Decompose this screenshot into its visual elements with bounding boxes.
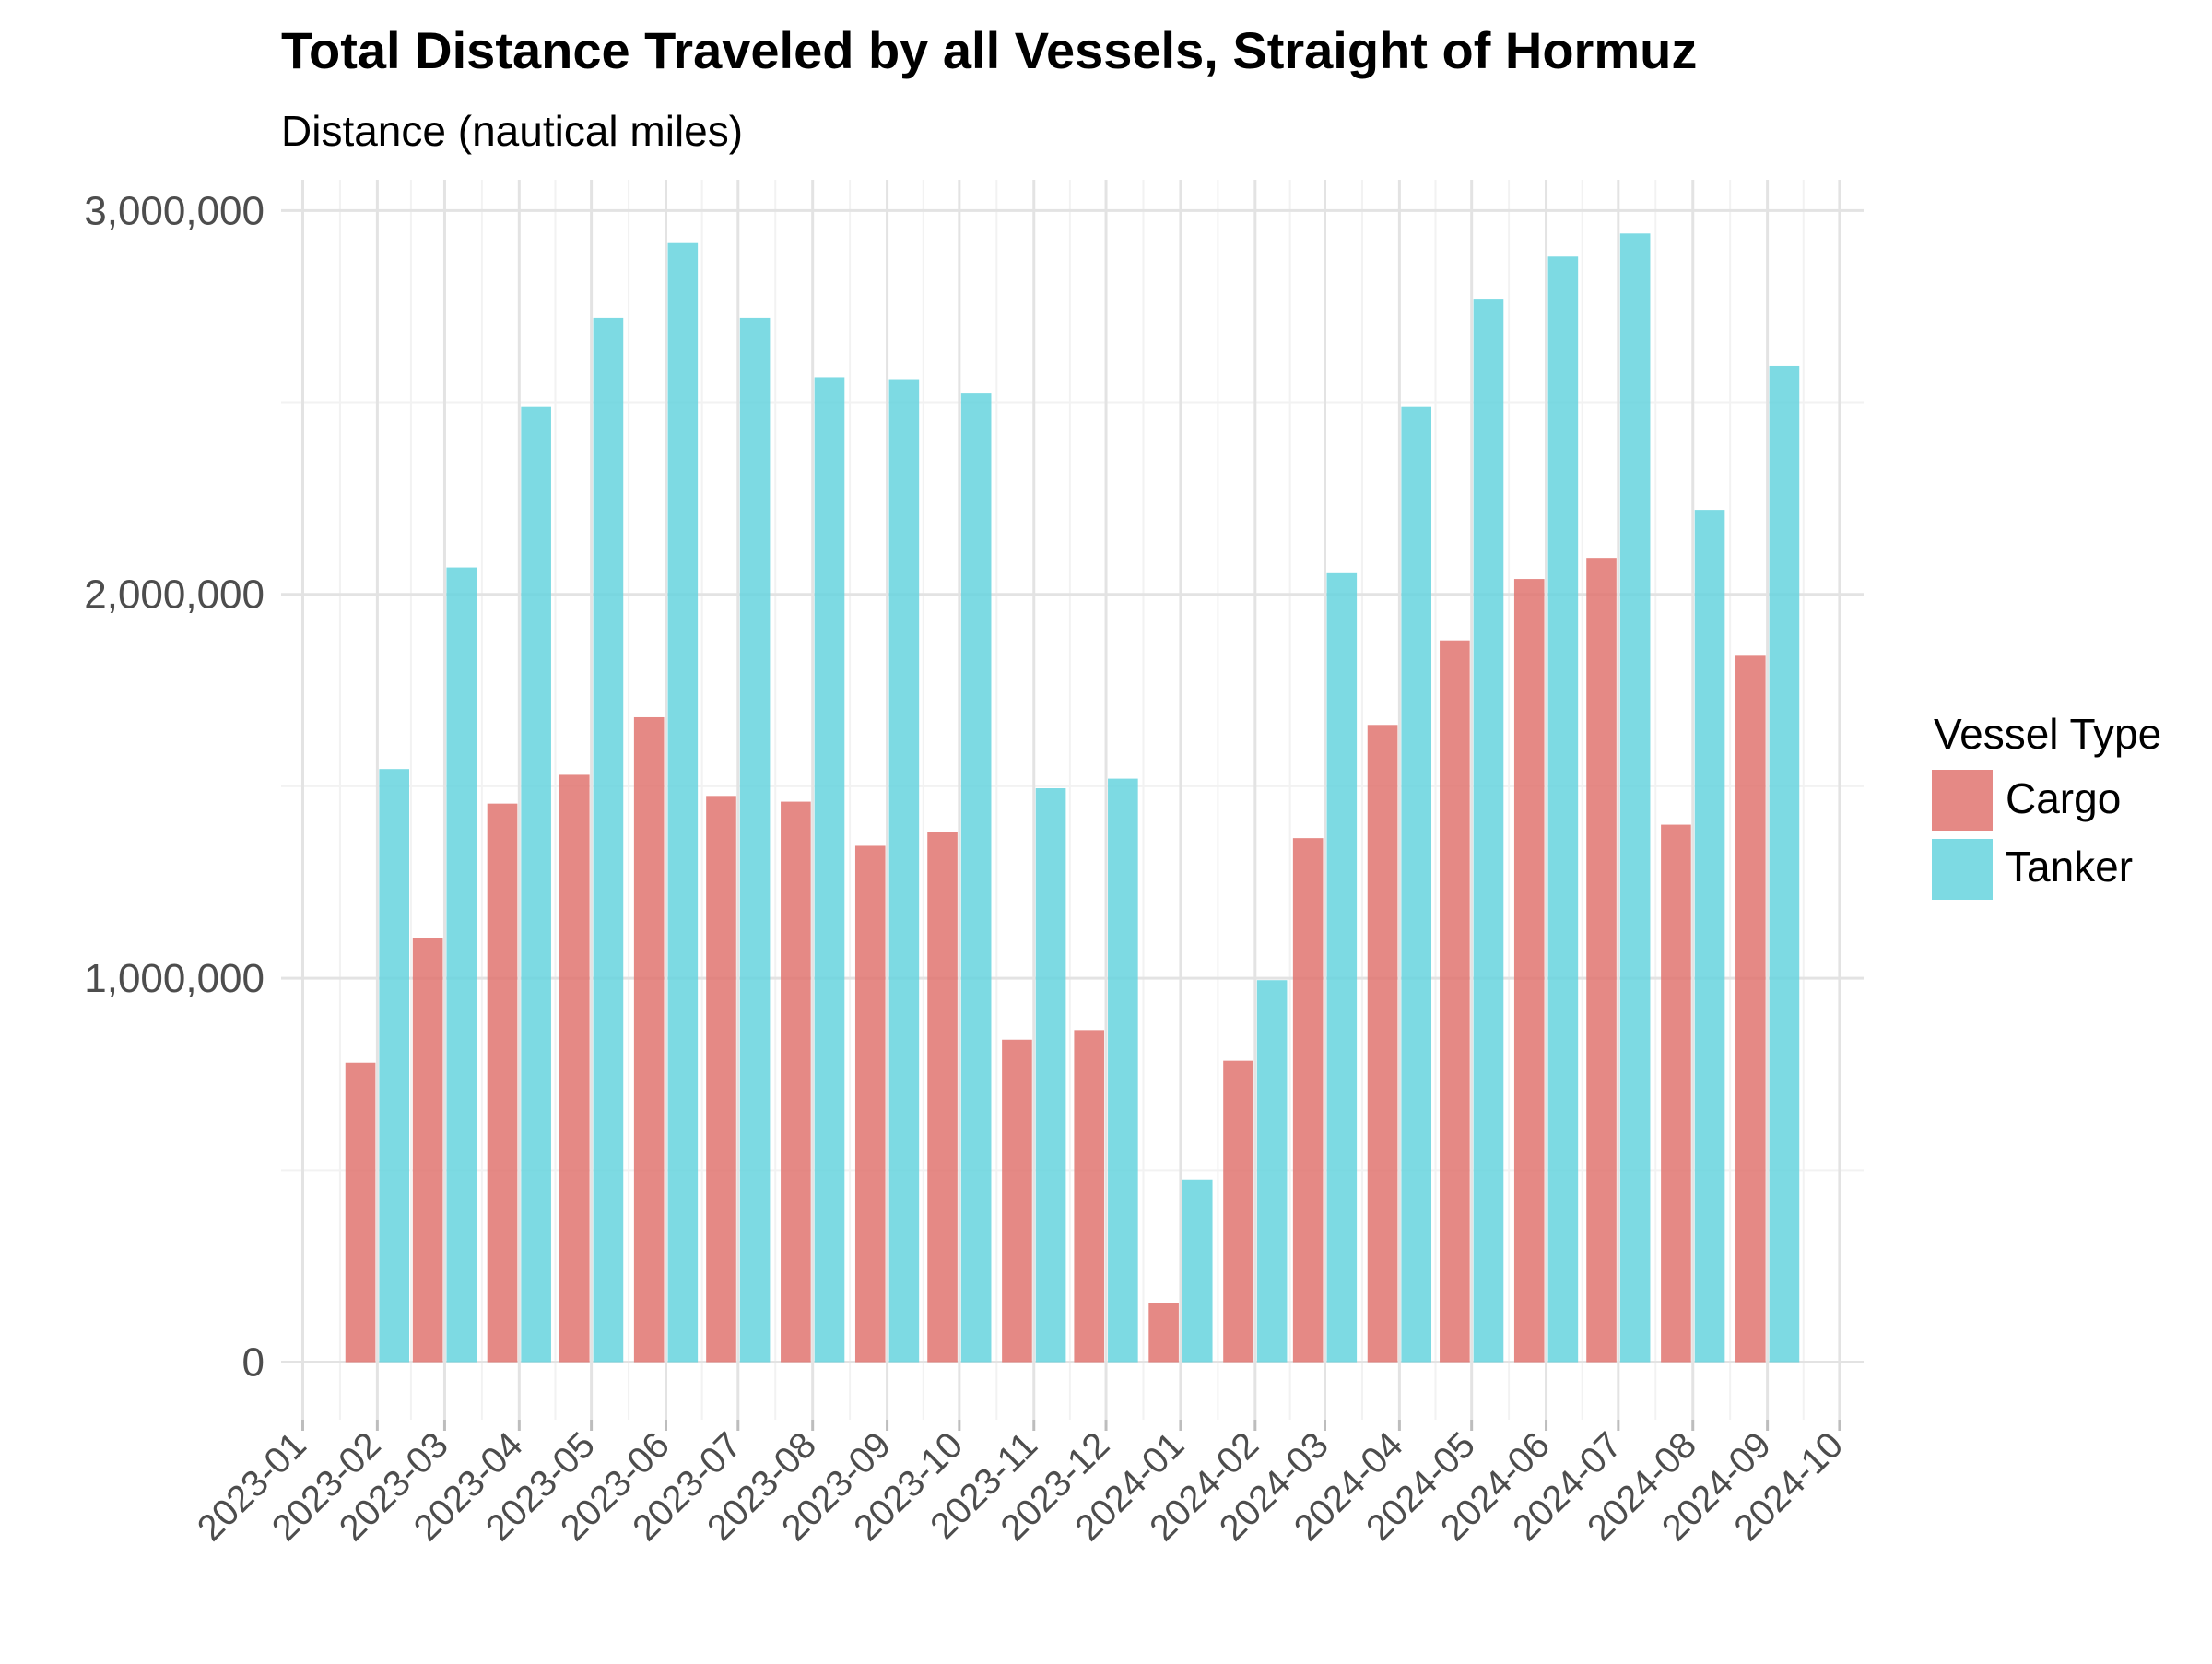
bar-tanker-2023-08 bbox=[814, 377, 845, 1363]
legend-label-cargo: Cargo bbox=[2006, 774, 2121, 822]
bar-tanker-2023-02 bbox=[379, 769, 409, 1363]
bar-cargo-2023-06 bbox=[633, 716, 665, 1363]
bar-cargo-2024-06 bbox=[1513, 579, 1545, 1363]
legend-label-tanker: Tanker bbox=[2006, 843, 2133, 891]
y-tick-label: 0 bbox=[242, 1340, 265, 1386]
chart-title: Total Distance Traveled by all Vessels, … bbox=[281, 21, 1697, 79]
bar-cargo-2023-10 bbox=[927, 832, 958, 1363]
y-axis: 0 1,000,000 2,000,000 3,000,000 bbox=[84, 188, 265, 1385]
bar-tanker-2023-03 bbox=[446, 567, 477, 1363]
bar-cargo-2023-09 bbox=[854, 845, 886, 1363]
bar-cargo-2024-08 bbox=[1661, 824, 1691, 1363]
bar-cargo-2023-11 bbox=[1002, 1039, 1032, 1363]
bar-cargo-2023-03 bbox=[412, 938, 443, 1363]
bar-tanker-2024-07 bbox=[1619, 233, 1651, 1363]
bar-tanker-2023-05 bbox=[593, 317, 624, 1363]
grid-lines bbox=[281, 180, 1864, 1420]
bar-cargo-2023-08 bbox=[781, 801, 811, 1363]
bar-tanker-2023-04 bbox=[521, 406, 551, 1363]
bar-tanker-2023-10 bbox=[960, 393, 992, 1363]
bar-tanker-2024-03 bbox=[1326, 572, 1358, 1363]
legend-swatch-cargo bbox=[1932, 770, 1993, 831]
bar-cargo-2023-04 bbox=[487, 803, 518, 1363]
x-axis: 2023-012023-022023-032023-042023-052023-… bbox=[190, 1420, 1851, 1549]
bar-cargo-2024-07 bbox=[1586, 558, 1617, 1363]
y-tick-label: 3,000,000 bbox=[84, 188, 265, 233]
bar-tanker-2023-09 bbox=[888, 379, 920, 1363]
bar-tanker-2023-07 bbox=[739, 317, 771, 1363]
bar-cargo-2024-02 bbox=[1223, 1060, 1253, 1363]
bar-tanker-2023-11 bbox=[1035, 788, 1066, 1363]
legend-swatch-tanker bbox=[1932, 839, 1993, 900]
y-tick-label: 1,000,000 bbox=[84, 956, 265, 1001]
bar-tanker-2024-09 bbox=[1769, 365, 1800, 1363]
bar-cargo-2023-07 bbox=[706, 796, 736, 1363]
bar-cargo-2024-03 bbox=[1292, 838, 1324, 1363]
bars bbox=[345, 233, 1800, 1363]
bar-cargo-2023-05 bbox=[559, 774, 590, 1363]
bar-tanker-2024-08 bbox=[1694, 510, 1725, 1363]
bar-tanker-2024-06 bbox=[1547, 256, 1579, 1363]
bar-tanker-2023-12 bbox=[1108, 778, 1138, 1363]
bar-tanker-2024-02 bbox=[1256, 980, 1288, 1363]
legend: Vessel Type Cargo Tanker bbox=[1932, 710, 2161, 900]
bar-tanker-2023-06 bbox=[667, 242, 699, 1363]
bar-cargo-2024-05 bbox=[1440, 640, 1470, 1363]
bar-tanker-2024-01 bbox=[1182, 1179, 1213, 1363]
bar-tanker-2024-05 bbox=[1473, 299, 1504, 1363]
bar-cargo-2023-12 bbox=[1074, 1030, 1105, 1363]
bar-cargo-2024-09 bbox=[1735, 655, 1766, 1363]
bar-cargo-2023-02 bbox=[345, 1062, 376, 1363]
bar-cargo-2024-04 bbox=[1367, 725, 1398, 1363]
y-tick-label: 2,000,000 bbox=[84, 572, 265, 618]
bar-tanker-2024-04 bbox=[1401, 406, 1431, 1363]
bar-cargo-2024-01 bbox=[1148, 1303, 1179, 1363]
chart-subtitle: Distance (nautical miles) bbox=[281, 107, 743, 155]
legend-title: Vessel Type bbox=[1934, 710, 2161, 758]
